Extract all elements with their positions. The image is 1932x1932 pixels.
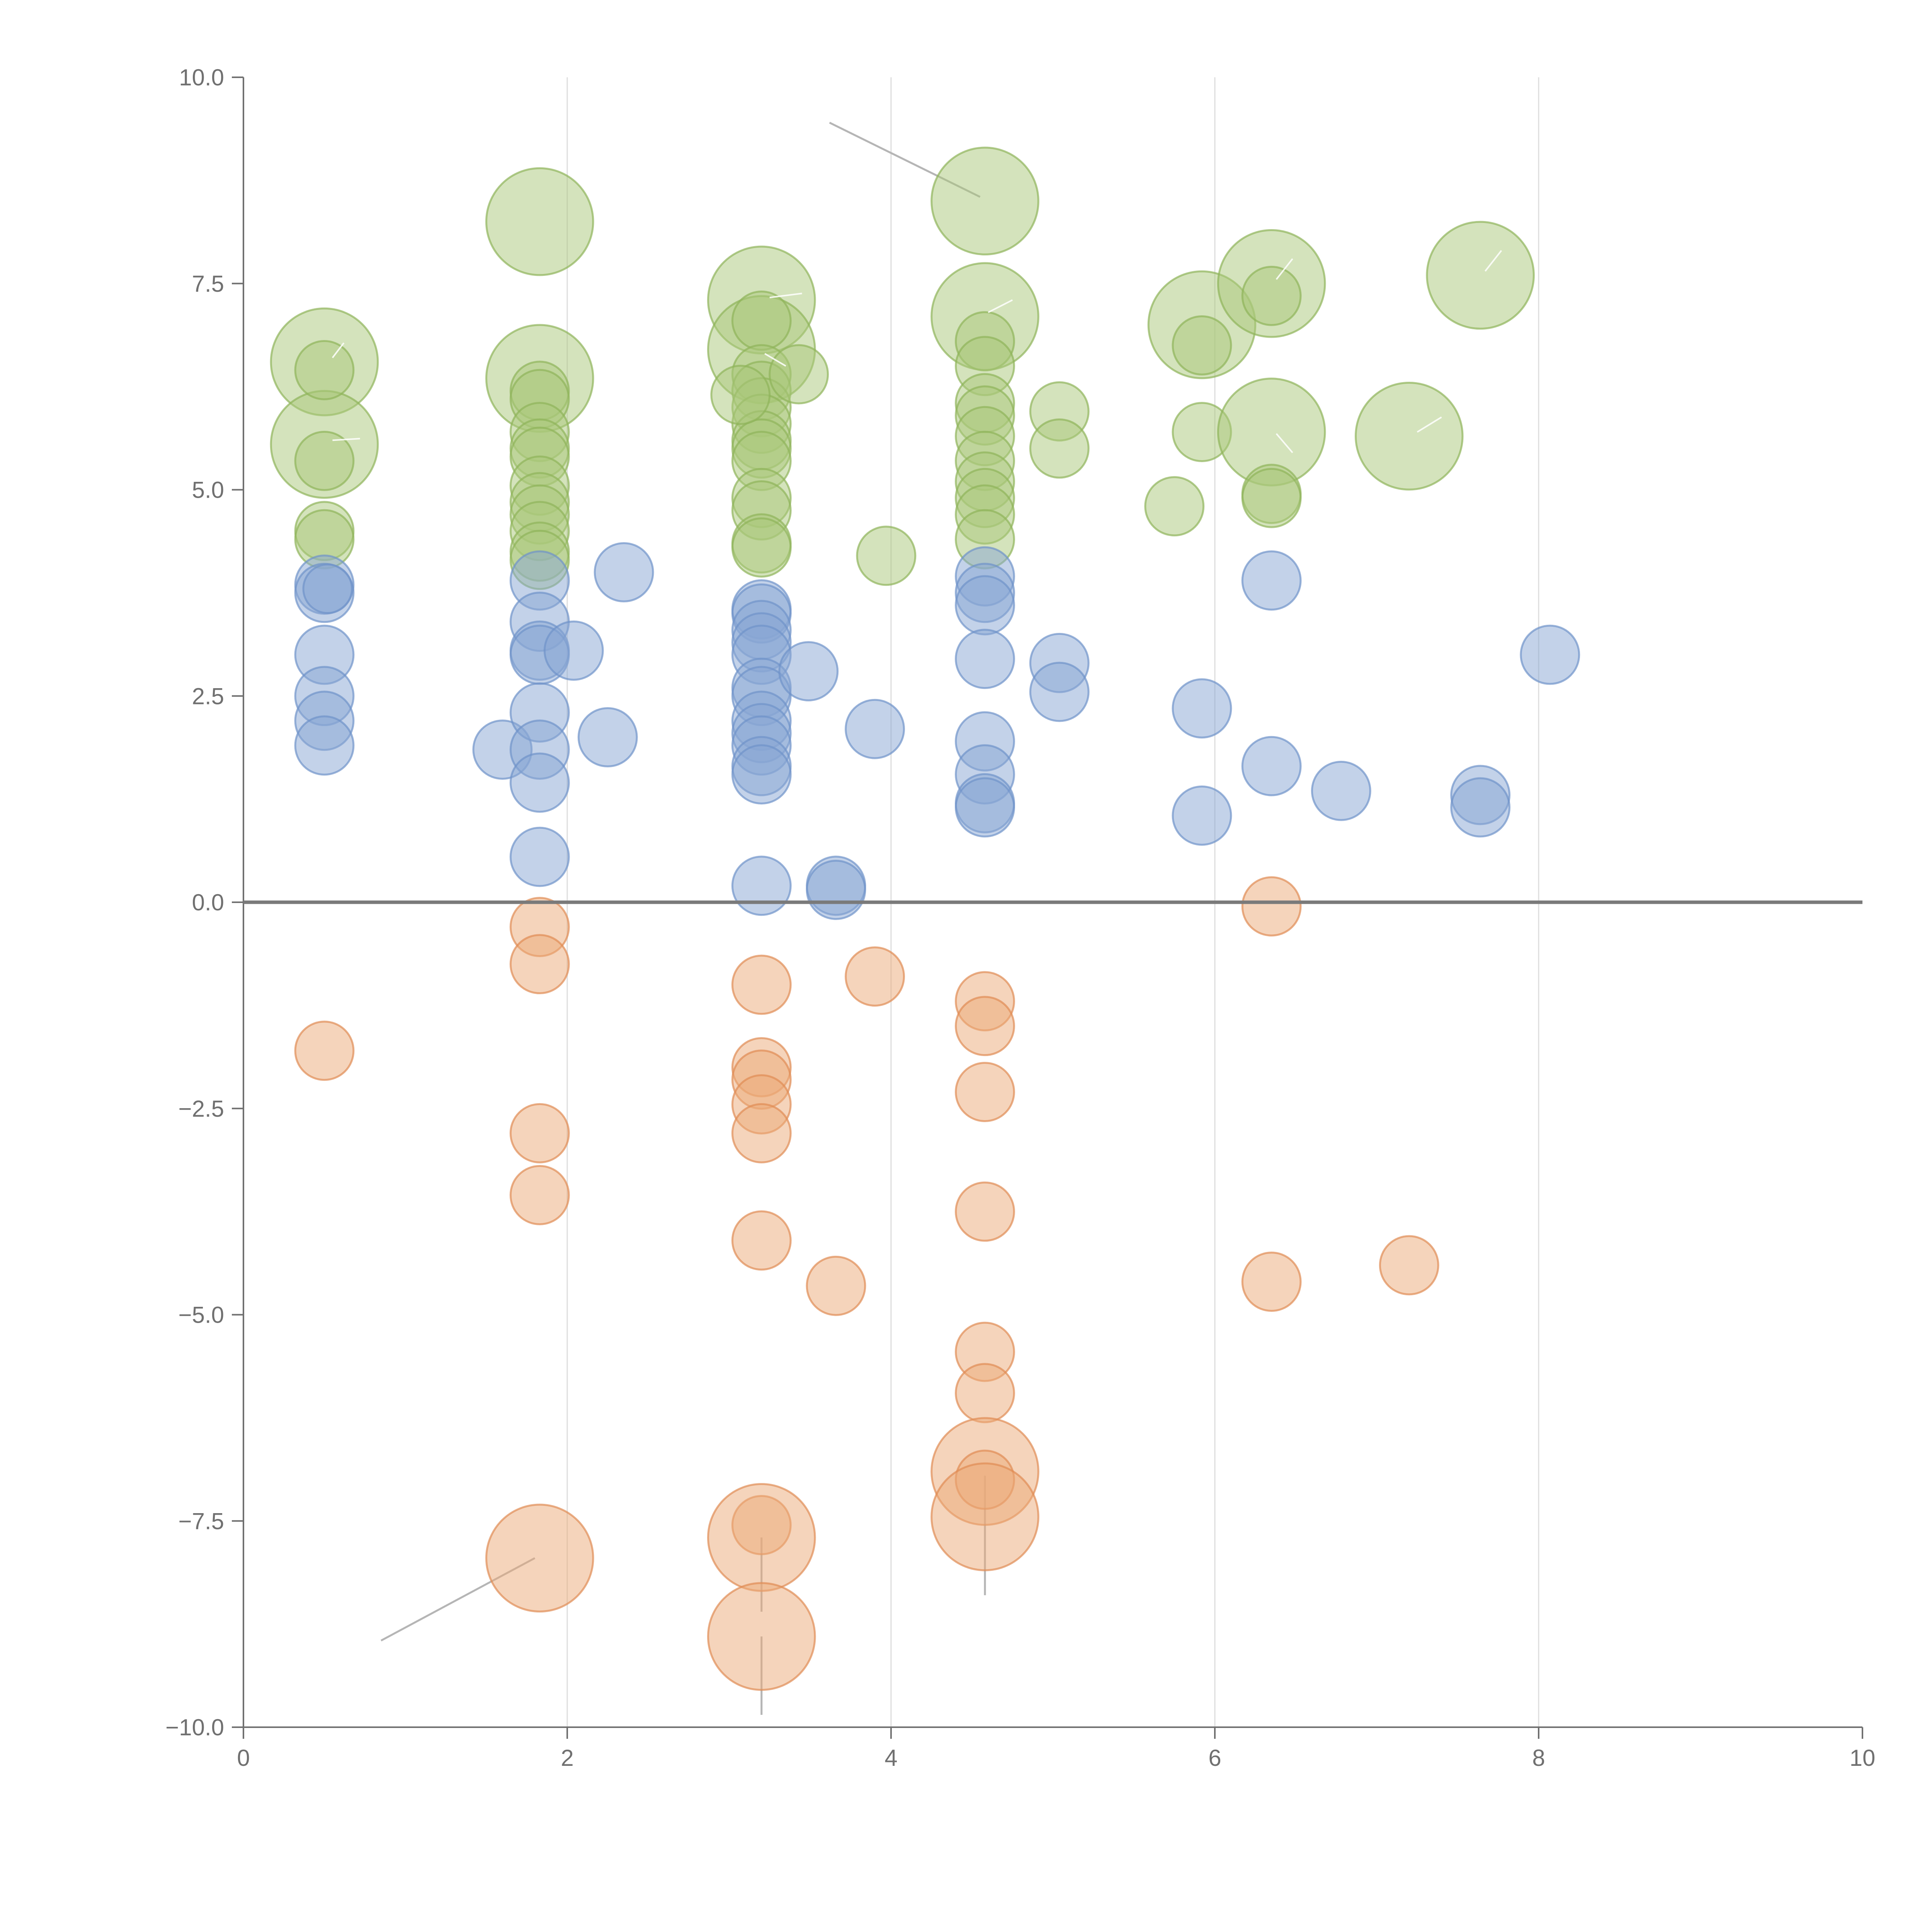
green-bubble [1426,221,1535,330]
bubble-leader-line [1485,250,1502,272]
green-bubble [1029,418,1090,479]
axis-ticks: 0 2 4 6 8 10 10.0 7.5 5.0 2.5 0.0 −2.5 −5.0 −7.5 −10.0 [165,65,1875,1771]
bubble-leader-line [1276,258,1293,280]
bubble-leader-line [332,438,360,441]
x-tick-label: 0 [237,1745,250,1771]
blue-bubble [778,641,839,702]
y-tick-label: −2.5 [179,1096,224,1122]
green-bubble [731,290,792,351]
y-tick-label: 5.0 [192,477,224,503]
orange-bubble [294,1020,355,1081]
orange-bubble [930,1462,1039,1571]
y-tick-label: 0.0 [192,889,224,915]
zero-line-layer [243,250,1862,904]
blue-bubble [955,777,1015,838]
orange-bubble [707,1483,816,1592]
orange-bubble [485,1503,594,1613]
blue-bubble [543,620,604,681]
blue-bubble [577,707,638,767]
green-bubble [1241,468,1302,528]
x-tick-label: 6 [1208,1745,1221,1771]
blue-bubble [302,563,353,614]
green-bubble [710,365,771,425]
orange-bubble [1241,1252,1302,1312]
bubble-leader-line [1276,433,1293,453]
orange-bubble [731,1210,792,1271]
blue-bubble [1241,550,1302,611]
orange-bubble [955,1181,1015,1242]
blue-bubble [955,629,1015,689]
data-points [270,146,1580,1691]
y-tick-label: 7.5 [192,271,224,297]
green-bubble [731,517,792,578]
green-bubble [930,146,1039,256]
blue-bubble [1029,662,1090,722]
green-bubble [856,526,917,586]
blue-bubble [1172,785,1232,846]
blue-bubble [1450,777,1511,838]
x-tick-label: 4 [884,1745,897,1771]
blue-bubble [594,542,654,602]
x-tick-label: 8 [1532,1745,1545,1771]
orange-bubble [707,1582,816,1691]
y-tick-label: 10.0 [179,65,224,90]
y-tick-label: −10.0 [165,1714,224,1740]
blue-bubble [294,715,355,776]
orange-bubble [955,996,1015,1056]
green-bubble [294,430,355,491]
blue-bubble [509,752,570,813]
orange-bubble [509,1165,570,1225]
green-bubble [1355,381,1464,491]
blue-bubble [1172,678,1232,739]
bubble-leader-line [1417,416,1442,433]
x-tick-label: 2 [561,1745,573,1771]
green-bubble [769,344,829,405]
orange-bubble [806,1255,866,1316]
y-tick-label: −7.5 [179,1508,224,1534]
green-bubble [294,340,355,400]
bubble-leader-line [332,342,345,359]
bubble-leader-line [988,299,1013,313]
orange-bubble [509,1103,570,1163]
blue-bubble [731,744,792,804]
bubble-leader-line [769,293,802,299]
green-bubble [1241,265,1302,326]
orange-bubble [731,954,792,1015]
orange-bubble [509,934,570,995]
green-bubble [1144,476,1205,537]
x-tick-label: 10 [1850,1745,1876,1771]
blue-bubble [1241,736,1302,796]
y-tick-label: 2.5 [192,683,224,709]
orange-bubble [845,946,905,1007]
blue-bubble [731,855,792,916]
orange-bubble [731,1103,792,1163]
orange-bubble [955,1363,1015,1423]
blue-bubble [806,860,866,920]
blue-bubble [1520,624,1580,685]
green-bubble [1172,315,1232,376]
bubble-leader-line [764,353,786,367]
blue-bubble [845,699,905,759]
orange-bubble [1379,1235,1439,1296]
y-tick-label: −5.0 [179,1302,224,1328]
green-bubble [485,167,594,276]
blue-bubble [1311,760,1371,821]
orange-bubble [1241,876,1302,937]
blue-bubble [509,827,570,887]
blue-bubble [955,575,1015,636]
orange-bubble [955,1062,1015,1122]
